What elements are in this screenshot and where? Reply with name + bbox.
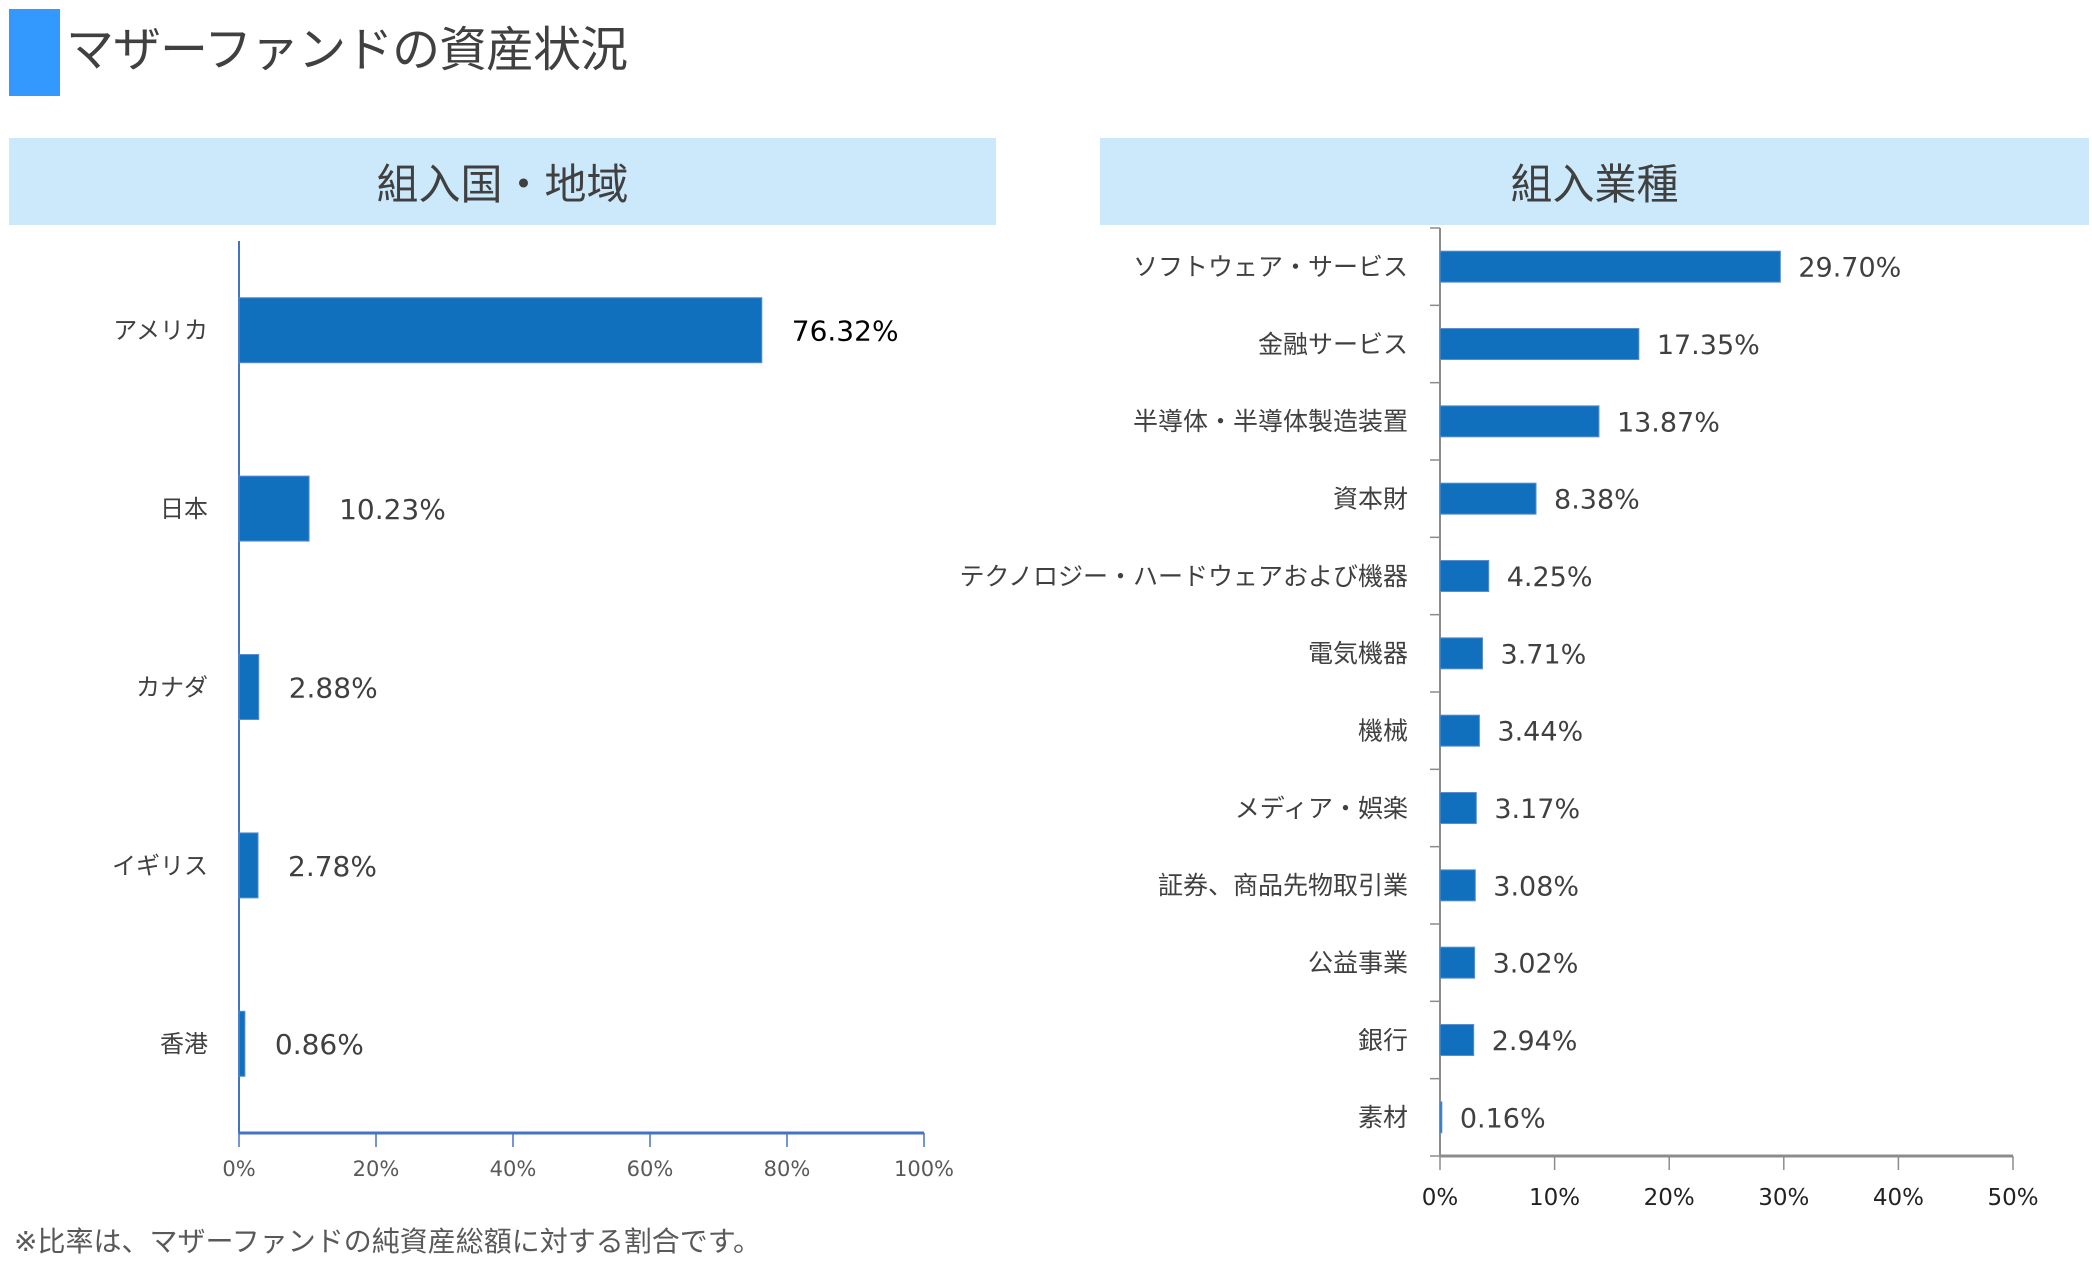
data-label: 29.70% [1798,253,1901,284]
category-label: 日本 [160,495,208,523]
bar [1439,328,1640,360]
title-accent-mark [9,9,60,96]
x-tick-label: 10% [1529,1185,1580,1211]
bar [1439,637,1484,670]
bar [1439,1024,1475,1056]
data-label: 4.25% [1507,562,1593,593]
category-label: テクノロジー・ハードウェアおよび機器 [959,562,1408,591]
x-tick-label: 0% [1422,1185,1459,1211]
category-label: メディア・娯楽 [1235,794,1408,823]
data-label: 0.86% [275,1028,364,1061]
country-chart-header: 組入国・地域 [9,138,996,225]
category-label: 半導体・半導体製造装置 [1133,407,1408,436]
bar [1439,869,1476,902]
category-label: 証券、商品先物取引業 [1158,871,1408,900]
x-tick-label: 40% [490,1157,537,1181]
bar [1439,560,1490,592]
data-label: 10.23% [339,493,446,526]
industry-chart-title: 組入業種 [1510,160,1679,209]
bar [238,475,310,542]
bar [1439,482,1537,515]
x-tick-label: 0% [222,1157,255,1181]
x-tick-label: 60% [627,1157,674,1181]
data-label: 76.32% [792,315,899,348]
bar [238,297,763,364]
category-label: 電気機器 [1308,639,1408,668]
category-label: 公益事業 [1308,948,1408,977]
data-label: 3.71% [1501,639,1587,670]
category-label: アメリカ [113,317,208,345]
data-label: 3.44% [1497,717,1583,748]
bar [1439,1101,1443,1134]
page-title: マザーファンドの資産状況 [66,22,628,78]
category-label: 資本財 [1333,484,1408,513]
bar [1439,946,1476,979]
country-chart-title: 組入国・地域 [376,160,629,209]
bar [238,1010,246,1077]
x-tick-label: 100% [894,1157,954,1181]
bar [238,654,260,720]
data-label: 3.17% [1494,794,1580,825]
bar [1439,792,1477,824]
data-label: 2.88% [289,671,378,704]
data-label: 0.16% [1460,1103,1546,1134]
category-label: カナダ [136,673,208,701]
x-tick-label: 20% [1644,1185,1695,1211]
data-label: 3.02% [1493,949,1579,980]
category-label: 香港 [160,1030,208,1058]
category-label: ソフトウェア・サービス [1133,252,1408,281]
data-label: 17.35% [1657,330,1760,361]
bar [1439,405,1600,438]
category-label: 素材 [1358,1103,1408,1132]
x-tick-label: 40% [1873,1185,1924,1211]
category-label: 金融サービス [1258,330,1408,359]
bar [1439,714,1480,747]
data-label: 8.38% [1554,485,1640,516]
bar [238,832,259,899]
category-label: 機械 [1358,716,1408,745]
x-tick-label: 30% [1758,1185,1809,1211]
category-label: イギリス [112,852,208,880]
bar [1439,250,1781,283]
x-tick-label: 20% [353,1157,400,1181]
data-label: 2.78% [288,850,377,883]
data-label: 3.08% [1493,871,1579,902]
x-tick-label: 50% [1987,1185,2038,1211]
footnote: ※比率は、マザーファンドの純資産総額に対する割合です。 [14,1225,761,1258]
data-label: 13.87% [1617,407,1720,438]
data-label: 2.94% [1492,1026,1578,1057]
industry-chart-header: 組入業種 [1100,138,2089,225]
x-tick-label: 80% [764,1157,811,1181]
category-label: 銀行 [1358,1026,1408,1055]
